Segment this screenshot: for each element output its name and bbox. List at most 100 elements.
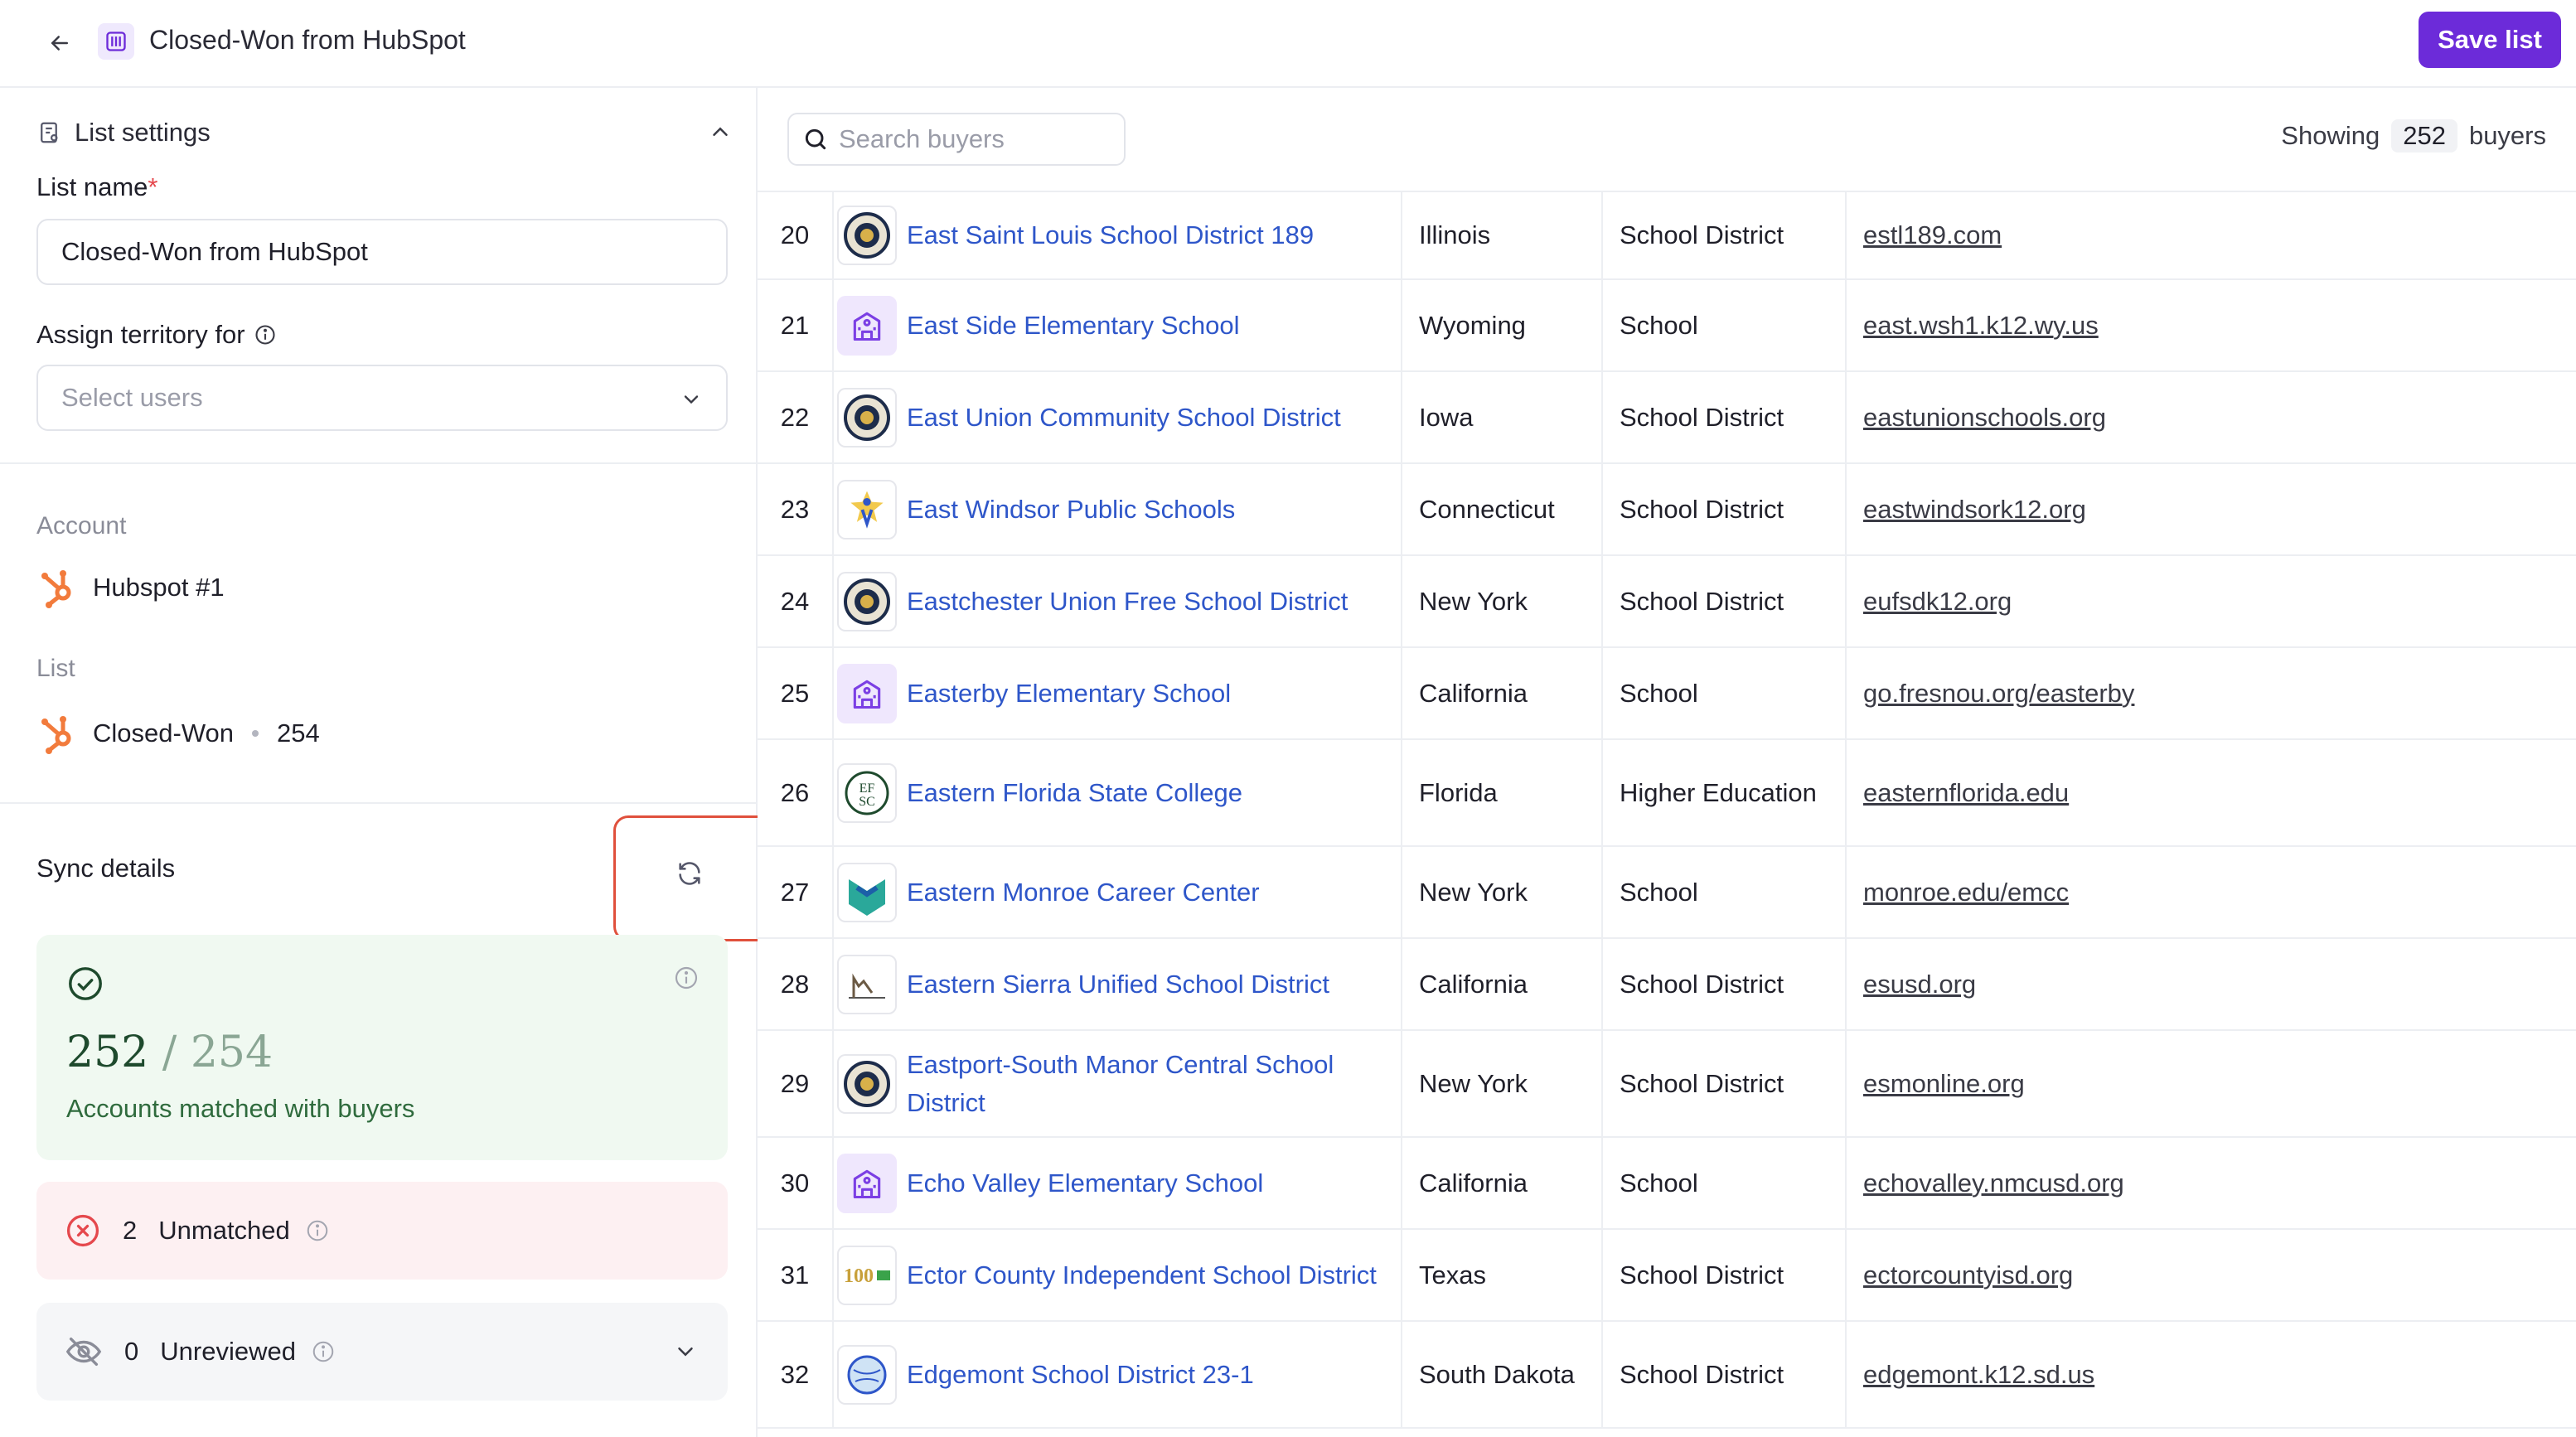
- buyer-name-link[interactable]: East Union Community School District: [900, 372, 1402, 462]
- svg-text:SC: SC: [859, 795, 875, 809]
- buyer-website-link[interactable]: eastunionschools.org: [1863, 402, 2106, 432]
- buyer-website-link[interactable]: echovalley.nmcusd.org: [1863, 1168, 2124, 1198]
- table-row[interactable]: 27 Eastern Monroe Career Center New York Sc…: [758, 847, 2576, 939]
- divider: [0, 802, 756, 804]
- table-row[interactable]: 31 100 Ector County Independent School Dis…: [758, 1230, 2576, 1322]
- star-figure-icon: [837, 479, 897, 539]
- row-number: 23: [758, 464, 834, 554]
- x-circle-icon: [66, 1214, 99, 1247]
- buyer-name-link[interactable]: East Windsor Public Schools: [900, 464, 1402, 554]
- district-seal-icon: [837, 571, 897, 631]
- account-value: Hubspot #1: [93, 573, 225, 602]
- top-bar: Closed-Won from HubSpot Save list: [0, 0, 2576, 88]
- buyer-name-link[interactable]: Edgemont School District 23-1: [900, 1322, 1402, 1427]
- save-list-button[interactable]: Save list: [2419, 12, 2561, 68]
- dot-separator: [252, 730, 259, 737]
- buyer-website-link[interactable]: monroe.edu/emcc: [1863, 877, 2070, 907]
- unreviewed-card[interactable]: 0 Unreviewed: [36, 1303, 728, 1401]
- buyer-name-link[interactable]: East Saint Louis School District 189: [900, 192, 1402, 278]
- unmatched-card[interactable]: 2 Unmatched: [36, 1182, 728, 1280]
- table-row[interactable]: 21 East Side Elementary School Wyoming Scho…: [758, 280, 2576, 372]
- buyer-name-link[interactable]: Ector County Independent School District: [900, 1230, 1402, 1320]
- info-icon[interactable]: [254, 323, 277, 346]
- buyer-name-link[interactable]: Eastern Florida State College: [900, 740, 1402, 845]
- search-box[interactable]: [787, 113, 1126, 166]
- list-settings-label: List settings: [75, 118, 211, 147]
- chevron-shield-icon: [837, 862, 897, 922]
- row-number: 31: [758, 1230, 834, 1320]
- table-row[interactable]: 30 Echo Valley Elementary School Californi…: [758, 1138, 2576, 1230]
- list-count: 254: [277, 718, 320, 748]
- logo-cell: [834, 939, 900, 1029]
- table-row[interactable]: 32 Edgemont School District 23-1 South Dak…: [758, 1322, 2576, 1429]
- buyer-website-link[interactable]: esmonline.org: [1863, 1068, 2025, 1098]
- buyer-website-link[interactable]: go.fresnou.org/easterby: [1863, 678, 2135, 708]
- buyer-state: California: [1402, 939, 1603, 1029]
- buyer-name-link[interactable]: Echo Valley Elementary School: [900, 1138, 1402, 1228]
- table-row[interactable]: 22 East Union Community School District Io…: [758, 372, 2576, 464]
- logo-cell: [834, 1031, 900, 1136]
- search-input[interactable]: [839, 124, 1104, 154]
- buyer-website-link[interactable]: eufsdk12.org: [1863, 586, 2012, 616]
- buyer-name-link[interactable]: Easterby Elementary School: [900, 648, 1402, 738]
- sync-refresh-button[interactable]: [673, 857, 706, 890]
- unmatched-count: 2: [123, 1216, 138, 1245]
- buyer-state: New York: [1402, 847, 1603, 937]
- table-row[interactable]: 28 Eastern Sierra Unified School District…: [758, 939, 2576, 1031]
- buyer-website-link[interactable]: east.wsh1.k12.wy.us: [1863, 310, 2099, 340]
- buyer-name-link[interactable]: Eastern Sierra Unified School District: [900, 939, 1402, 1029]
- row-number: 22: [758, 372, 834, 462]
- buyer-name-link[interactable]: East Side Elementary School: [900, 280, 1402, 370]
- buyer-name-link[interactable]: Eastport-South Manor Central School Dist…: [900, 1031, 1402, 1136]
- table-row[interactable]: 23 East Windsor Public Schools Connecticut…: [758, 464, 2576, 556]
- logo-cell: [834, 192, 900, 278]
- list-name-input[interactable]: Closed-Won from HubSpot: [36, 219, 728, 285]
- list-settings-header[interactable]: List settings: [36, 113, 733, 152]
- back-button[interactable]: [40, 23, 80, 63]
- row-number: 32: [758, 1322, 834, 1427]
- buyer-state: Wyoming: [1402, 280, 1603, 370]
- buyer-name-link[interactable]: Eastern Monroe Career Center: [900, 847, 1402, 937]
- buyer-type: School: [1603, 648, 1847, 738]
- page-title: Closed-Won from HubSpot: [149, 25, 466, 55]
- monogram-seal-icon: EF SC: [837, 762, 897, 823]
- settings-doc-icon: [41, 122, 58, 143]
- assign-users-select[interactable]: Select users: [36, 365, 728, 431]
- logo-cell: [834, 556, 900, 646]
- logo-cell: EF SC: [834, 740, 900, 845]
- buyer-website-link[interactable]: esusd.org: [1863, 969, 1977, 999]
- table-row[interactable]: 25 Easterby Elementary School California Sc…: [758, 648, 2576, 740]
- buyer-state: New York: [1402, 556, 1603, 646]
- row-number: 29: [758, 1031, 834, 1136]
- svg-text:EF: EF: [859, 781, 875, 796]
- chevron-up-icon[interactable]: [708, 119, 733, 144]
- info-icon[interactable]: [673, 965, 700, 991]
- buyer-website-link[interactable]: edgemont.k12.sd.us: [1863, 1359, 2095, 1389]
- row-number: 24: [758, 556, 834, 646]
- buyer-type: School District: [1603, 939, 1847, 1029]
- table-row[interactable]: 24 Eastchester Union Free School District…: [758, 556, 2576, 648]
- table-row[interactable]: 26 EF SC Eastern Florida State College Flori…: [758, 740, 2576, 847]
- buyer-name-link[interactable]: Eastchester Union Free School District: [900, 556, 1402, 646]
- info-icon[interactable]: [305, 1218, 330, 1243]
- district-seal-icon: [837, 387, 897, 448]
- chevron-down-icon[interactable]: [673, 1339, 698, 1364]
- showing-prefix: Showing: [2281, 121, 2380, 150]
- info-icon[interactable]: [311, 1339, 336, 1364]
- buyer-website-link[interactable]: ectorcountyisd.org: [1863, 1260, 2074, 1289]
- globe-icon: [837, 1344, 897, 1405]
- buyer-website-link[interactable]: eastwindsork12.org: [1863, 494, 2086, 524]
- table-row[interactable]: 20 East Saint Louis School District 189 Il…: [758, 192, 2576, 280]
- buyer-website-link[interactable]: easternflorida.edu: [1863, 777, 2070, 807]
- matched-text: Accounts matched with buyers: [66, 1094, 415, 1123]
- buyer-state: Iowa: [1402, 372, 1603, 462]
- search-icon: [805, 128, 826, 150]
- unreviewed-label: Unreviewed: [160, 1337, 296, 1366]
- divider: [0, 462, 756, 464]
- buyer-website-link[interactable]: estl189.com: [1863, 220, 2002, 249]
- buyer-type: School District: [1603, 192, 1847, 278]
- list-settings-sidebar: List settings List name* Closed-Won from…: [0, 88, 782, 1437]
- account-label: Account: [36, 512, 127, 539]
- mountain-sketch-icon: [837, 954, 897, 1014]
- table-row[interactable]: 29 Eastport-South Manor Central School Di…: [758, 1031, 2576, 1138]
